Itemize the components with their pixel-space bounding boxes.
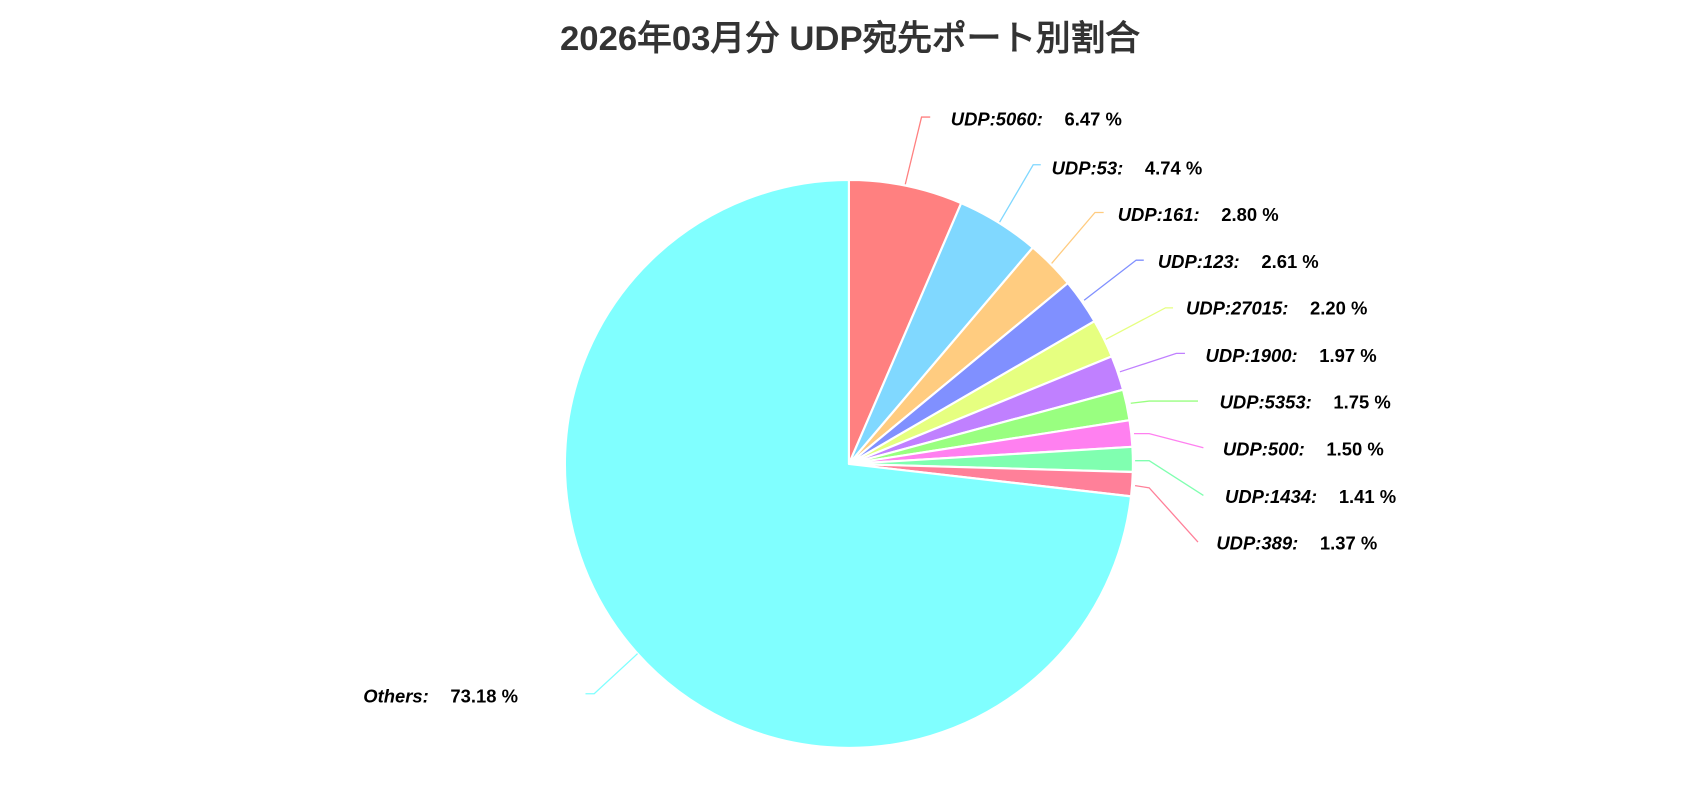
data-label-name: UDP:123: xyxy=(1158,251,1240,272)
data-label: UDP:5353: 1.75 % xyxy=(1220,392,1391,413)
data-label-value: 6.47 % xyxy=(1065,109,1122,130)
data-label-value: 73.18 % xyxy=(450,685,518,706)
leader-line xyxy=(1105,307,1174,340)
data-label: Others: 73.18 % xyxy=(363,685,518,706)
data-label-name: UDP:500: xyxy=(1223,438,1305,459)
data-label: UDP:389: 1.37 % xyxy=(1216,533,1377,554)
data-label-value: 4.74 % xyxy=(1145,158,1202,179)
leader-line xyxy=(1134,484,1199,543)
data-label: UDP:123: 2.61 % xyxy=(1158,251,1319,272)
chart-title: 2026年03月分 UDP宛先ポート別割合 xyxy=(560,18,1140,58)
data-label-value: 1.97 % xyxy=(1319,345,1376,366)
pie-slice-others[interactable] xyxy=(563,178,1133,749)
leader-line xyxy=(1135,460,1204,496)
data-label-name: UDP:161: xyxy=(1118,204,1200,225)
data-label: UDP:5060: 6.47 % xyxy=(951,109,1122,130)
data-label-name: UDP:1900: xyxy=(1206,345,1298,366)
leader-line xyxy=(1051,211,1104,264)
leader-line xyxy=(999,164,1041,223)
data-label-value: 1.37 % xyxy=(1320,533,1377,554)
data-label-value: 2.20 % xyxy=(1310,297,1367,318)
leader-line xyxy=(585,653,638,695)
data-label-value: 1.41 % xyxy=(1339,486,1396,507)
leader-line xyxy=(1134,432,1204,449)
data-label-value: 2.61 % xyxy=(1261,251,1318,272)
leader-line xyxy=(1130,400,1198,404)
data-label-name: UDP:1434: xyxy=(1225,486,1317,507)
data-label-name: UDP:5353: xyxy=(1220,392,1312,413)
data-label: UDP:1434: 1.41 % xyxy=(1225,486,1396,507)
data-label: UDP:53: 4.74 % xyxy=(1052,158,1203,179)
data-label-value: 1.50 % xyxy=(1326,438,1383,459)
data-label: UDP:500: 1.50 % xyxy=(1223,438,1384,459)
data-label: UDP:27015: 2.20 % xyxy=(1186,297,1367,318)
data-label-value: 1.75 % xyxy=(1333,392,1390,413)
data-label-value: 2.80 % xyxy=(1221,204,1278,225)
data-label-name: UDP:53: xyxy=(1052,158,1124,179)
data-label-name: UDP:389: xyxy=(1216,533,1298,554)
data-label: UDP:161: 2.80 % xyxy=(1118,204,1279,225)
data-label-name: UDP:27015: xyxy=(1186,297,1288,318)
data-label-name: Others: xyxy=(363,685,428,706)
leader-line xyxy=(1119,352,1185,373)
data-label-name: UDP:5060: xyxy=(951,109,1043,130)
data-label: UDP:1900: 1.97 % xyxy=(1206,345,1377,366)
leader-line xyxy=(904,116,931,185)
leader-line xyxy=(1083,259,1144,301)
pie-slice-udp-5060[interactable] xyxy=(847,178,963,466)
